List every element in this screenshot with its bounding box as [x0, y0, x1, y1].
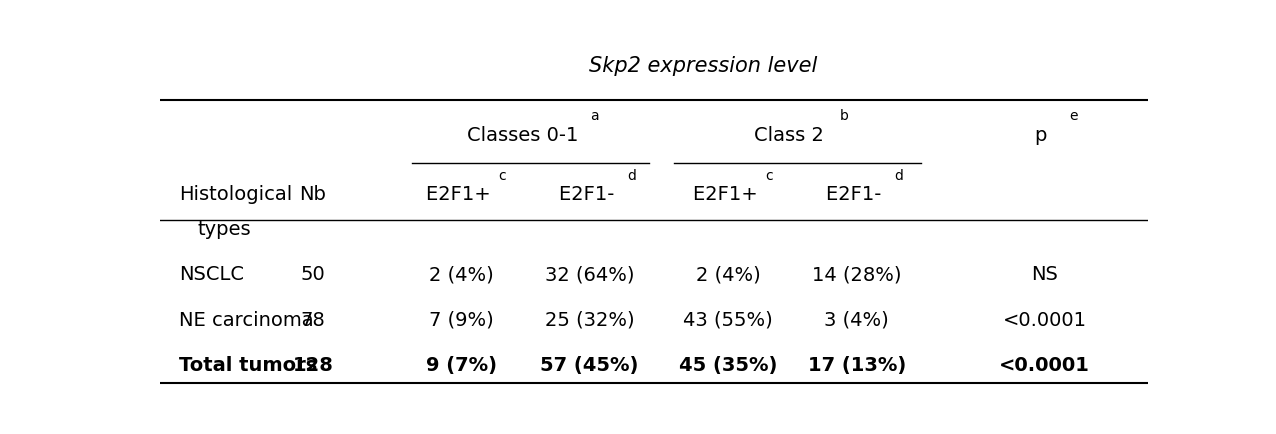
Text: 45 (35%): 45 (35%) — [679, 355, 777, 374]
Text: NS: NS — [1031, 265, 1058, 284]
Text: Histological: Histological — [179, 184, 292, 204]
Text: 50: 50 — [300, 265, 325, 284]
Text: 9 (7%): 9 (7%) — [426, 355, 496, 374]
Text: <0.0001: <0.0001 — [999, 355, 1090, 374]
Text: 7 (9%): 7 (9%) — [429, 310, 494, 329]
Text: 78: 78 — [300, 310, 325, 329]
Text: 2 (4%): 2 (4%) — [429, 265, 494, 284]
Text: c: c — [499, 168, 507, 182]
Text: d: d — [894, 168, 903, 182]
Text: 128: 128 — [292, 355, 333, 374]
Text: 43 (55%): 43 (55%) — [683, 310, 773, 329]
Text: d: d — [628, 168, 637, 182]
Text: a: a — [590, 108, 598, 122]
Text: E2F1+: E2F1+ — [693, 184, 763, 204]
Text: e: e — [1069, 108, 1078, 122]
Text: Total tumors: Total tumors — [179, 355, 318, 374]
Text: 14 (28%): 14 (28%) — [812, 265, 901, 284]
Text: E2F1-: E2F1- — [826, 184, 888, 204]
Text: 32 (64%): 32 (64%) — [545, 265, 634, 284]
Text: NSCLC: NSCLC — [179, 265, 244, 284]
Text: <0.0001: <0.0001 — [1003, 310, 1087, 329]
Text: 17 (13%): 17 (13%) — [808, 355, 906, 374]
Text: Nb: Nb — [300, 184, 327, 204]
Text: c: c — [766, 168, 773, 182]
Text: types: types — [197, 220, 250, 239]
Text: E2F1-: E2F1- — [559, 184, 620, 204]
Text: b: b — [840, 108, 849, 122]
Text: p: p — [1035, 126, 1054, 145]
Text: 57 (45%): 57 (45%) — [541, 355, 639, 374]
Text: Classes 0-1: Classes 0-1 — [467, 126, 584, 145]
Text: E2F1+: E2F1+ — [426, 184, 496, 204]
Text: Class 2: Class 2 — [754, 126, 831, 145]
Text: 3 (4%): 3 (4%) — [824, 310, 889, 329]
Text: 2 (4%): 2 (4%) — [695, 265, 760, 284]
Text: Skp2 expression level: Skp2 expression level — [590, 56, 818, 76]
Text: NE carcinoma: NE carcinoma — [179, 310, 314, 329]
Text: 25 (32%): 25 (32%) — [545, 310, 634, 329]
